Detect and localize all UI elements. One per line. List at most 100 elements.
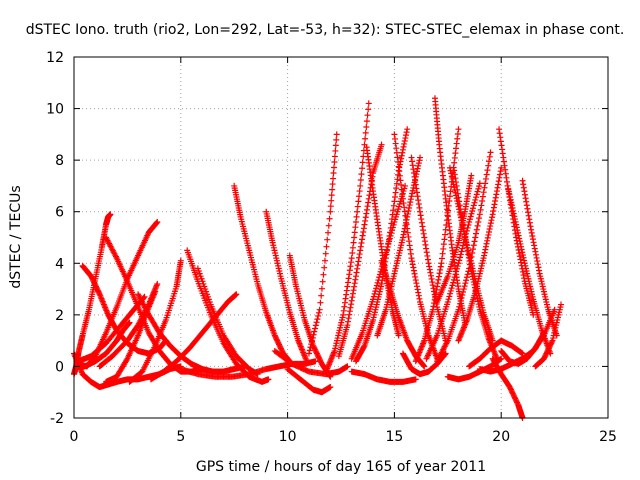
data-point <box>314 316 321 323</box>
data-point <box>393 145 400 152</box>
data-point <box>392 140 399 147</box>
data-point <box>526 216 533 223</box>
data-point <box>504 182 511 189</box>
data-point <box>324 236 331 243</box>
data-point <box>496 174 503 181</box>
data-point <box>352 273 359 280</box>
data-point <box>518 246 525 253</box>
data-point <box>528 229 535 236</box>
data-point <box>312 322 319 329</box>
data-point <box>333 136 340 143</box>
data-point <box>177 257 184 264</box>
data-point <box>372 288 379 295</box>
data-point <box>487 149 494 156</box>
data-point <box>419 223 426 230</box>
data-point <box>410 166 417 173</box>
data-point <box>416 204 423 211</box>
data-point <box>448 173 455 180</box>
data-point <box>492 198 499 205</box>
data-point <box>386 235 393 242</box>
data-point <box>467 261 474 268</box>
data-point <box>487 220 494 227</box>
data-point <box>322 250 329 257</box>
data-point <box>418 216 425 223</box>
data-point <box>411 173 418 180</box>
data-point <box>430 285 437 292</box>
series-17 <box>263 208 310 365</box>
data-point <box>414 193 421 200</box>
data-point <box>402 132 409 139</box>
series-47 <box>489 355 526 421</box>
data-point <box>499 146 506 153</box>
data-point <box>392 135 399 142</box>
data-point <box>391 198 398 205</box>
data-point <box>460 289 467 296</box>
data-point <box>534 258 541 265</box>
data-point <box>427 269 434 276</box>
data-point <box>398 186 405 193</box>
data-point <box>423 249 430 256</box>
data-point <box>385 241 392 248</box>
data-point <box>481 252 488 259</box>
data-point <box>518 259 525 266</box>
data-point <box>487 223 494 230</box>
data-point <box>448 285 455 292</box>
data-point <box>429 279 436 286</box>
data-point <box>527 223 534 230</box>
data-point <box>490 204 497 211</box>
data-point <box>468 210 475 217</box>
data-point <box>520 181 527 188</box>
data-point <box>454 190 461 197</box>
data-point <box>375 277 382 284</box>
data-point <box>452 175 459 182</box>
data-point <box>376 271 383 278</box>
data-point <box>437 263 444 270</box>
data-point <box>470 242 477 249</box>
data-point <box>480 189 487 196</box>
data-point <box>363 118 370 125</box>
data-point <box>498 142 505 149</box>
data-point <box>353 269 360 276</box>
y-tick-label: 8 <box>55 153 64 169</box>
data-point <box>459 291 466 298</box>
data-point <box>485 228 492 235</box>
data-point <box>410 264 417 271</box>
data-point <box>508 202 515 209</box>
data-point <box>454 186 461 193</box>
data-point <box>363 206 370 213</box>
data-point <box>354 203 361 210</box>
data-point <box>475 219 482 226</box>
data-point <box>409 187 416 194</box>
data-point <box>470 202 477 209</box>
data-point <box>551 306 558 313</box>
data-point <box>399 195 406 202</box>
data-point <box>454 135 461 142</box>
data-point <box>401 228 408 235</box>
data-point <box>315 312 322 319</box>
data-point <box>447 188 454 195</box>
data-point <box>514 229 521 236</box>
data-point <box>402 212 409 219</box>
data-point <box>356 193 363 200</box>
data-point <box>514 227 521 234</box>
data-point <box>347 304 354 311</box>
data-point <box>468 172 475 179</box>
data-point <box>107 211 114 218</box>
data-point <box>558 301 565 308</box>
data-point <box>484 167 491 174</box>
data-point <box>520 272 527 279</box>
data-point <box>393 185 400 192</box>
series-49 <box>466 337 526 370</box>
data-point <box>345 275 352 282</box>
data-point <box>462 280 469 287</box>
data-point <box>529 236 536 243</box>
data-point <box>438 260 445 267</box>
data-point <box>355 198 362 205</box>
data-point <box>413 189 420 196</box>
data-point <box>394 154 401 161</box>
data-point <box>519 268 526 275</box>
data-point <box>461 283 468 290</box>
data-point <box>453 145 460 152</box>
data-point <box>316 306 323 313</box>
data-point <box>349 294 356 301</box>
